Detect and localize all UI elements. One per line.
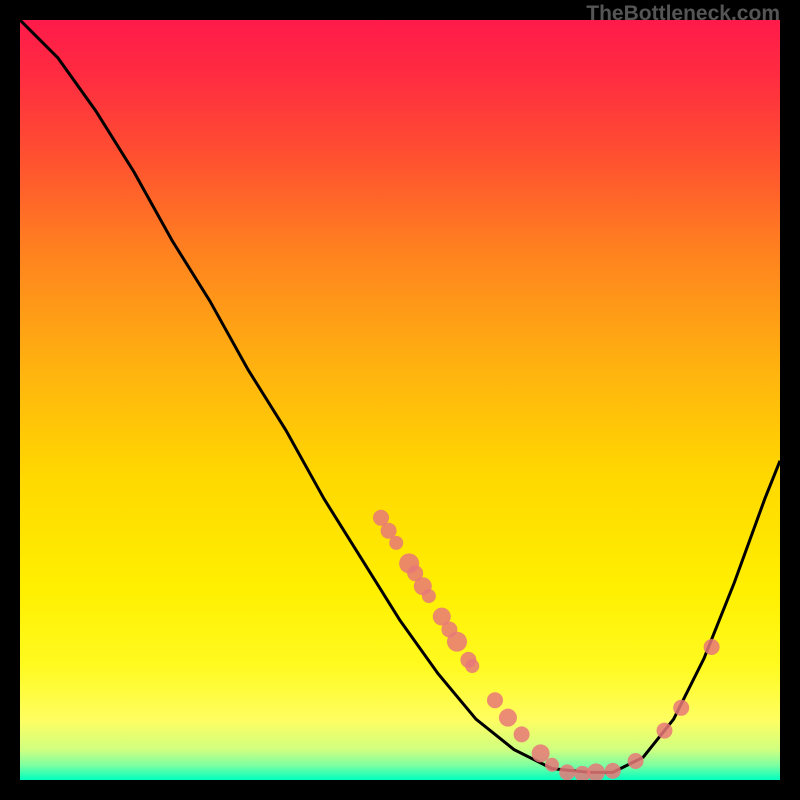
data-marker <box>514 726 530 742</box>
chart-container: TheBottleneck.com <box>0 0 800 800</box>
watermark-text: TheBottleneck.com <box>586 2 780 26</box>
data-marker <box>447 632 467 652</box>
data-marker <box>559 764 575 780</box>
data-marker <box>605 763 621 779</box>
data-marker <box>422 589 436 603</box>
data-marker <box>656 723 672 739</box>
data-marker <box>545 758 559 772</box>
data-marker <box>389 536 403 550</box>
data-marker <box>532 744 550 762</box>
data-marker <box>487 692 503 708</box>
plot-background <box>20 20 780 780</box>
plot-svg <box>20 20 780 780</box>
data-marker <box>499 709 517 727</box>
data-marker <box>465 659 479 673</box>
data-marker <box>673 700 689 716</box>
data-marker <box>704 639 720 655</box>
data-marker <box>628 753 644 769</box>
